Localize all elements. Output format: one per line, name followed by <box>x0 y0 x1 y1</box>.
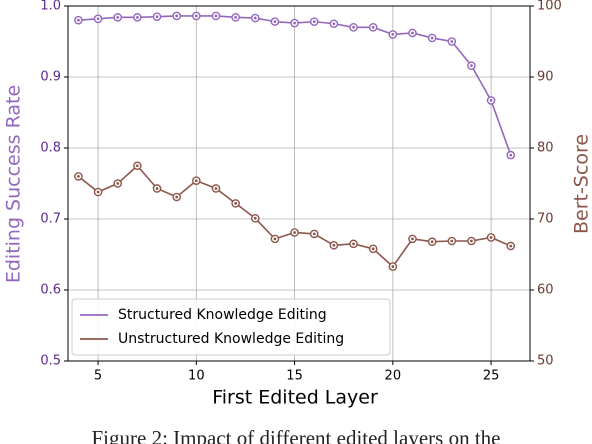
point-center <box>371 25 375 29</box>
point-center <box>332 22 336 26</box>
x-tick-label: 15 <box>286 369 303 384</box>
point-center <box>391 265 395 268</box>
point-center <box>509 153 513 157</box>
y2-tick-label: 60 <box>537 283 554 298</box>
y-tick-label: 0.8 <box>40 141 61 156</box>
point-center <box>77 175 80 178</box>
legend-box <box>71 298 391 356</box>
point-center <box>470 239 473 243</box>
point-center <box>155 15 159 19</box>
point-center <box>352 242 355 246</box>
point-center <box>135 164 139 168</box>
point-center <box>332 243 336 247</box>
y-tick-label: 0.9 <box>40 70 61 85</box>
point-center <box>273 20 277 24</box>
point-center <box>450 40 454 43</box>
y2-tick-label: 50 <box>537 354 554 369</box>
point-center <box>430 240 434 244</box>
point-center <box>214 14 218 18</box>
point-center <box>371 247 375 251</box>
point-center <box>411 31 414 35</box>
legend-label: Structured Knowledge Editing <box>118 307 327 323</box>
point-center <box>470 64 473 68</box>
point-center <box>312 20 316 24</box>
point-center <box>352 25 355 29</box>
y2-axis-label: Bert-Score <box>571 134 592 234</box>
point-center <box>391 33 395 36</box>
point-center <box>489 99 493 102</box>
caption: Figure 2: Impact of different edited lay… <box>92 426 501 444</box>
point-center <box>253 16 257 20</box>
point-center <box>293 21 296 25</box>
y-tick-label: 0.6 <box>40 283 61 298</box>
point-center <box>293 231 296 234</box>
point-center <box>77 18 80 22</box>
point-center <box>116 15 120 19</box>
point-center <box>430 36 434 40</box>
x-tick-label: 20 <box>385 369 402 384</box>
y2-tick-label: 100 <box>537 0 562 14</box>
x-tick-label: 5 <box>94 369 102 384</box>
point-center <box>96 190 100 194</box>
point-center <box>253 216 257 220</box>
point-center <box>214 187 218 190</box>
point-center <box>273 237 277 241</box>
y-tick-label: 0.7 <box>40 212 61 227</box>
point-center <box>450 239 454 243</box>
point-center <box>175 14 179 18</box>
point-center <box>411 237 414 241</box>
point-center <box>194 179 198 183</box>
y-tick-label: 0.5 <box>40 354 61 369</box>
point-center <box>509 244 513 248</box>
y2-tick-label: 70 <box>537 212 554 227</box>
point-center <box>489 236 493 239</box>
point-center <box>194 14 198 18</box>
legend-label: Unstructured Knowledge Editing <box>118 331 344 347</box>
x-tick-label: 10 <box>188 369 205 384</box>
y-axis-label: Editing Success Rate <box>3 85 25 283</box>
plot-frame <box>67 5 531 362</box>
x-axis-label: First Edited Layer <box>212 387 378 409</box>
point-center <box>96 17 100 21</box>
point-center <box>234 201 238 205</box>
point-center <box>312 232 316 236</box>
point-center <box>175 195 179 199</box>
y-tick-label: 1.0 <box>40 0 61 14</box>
point-center <box>234 15 238 19</box>
point-center <box>135 15 139 19</box>
x-tick-label: 25 <box>483 369 500 384</box>
point-center <box>116 182 120 185</box>
point-center <box>155 187 159 190</box>
y2-tick-label: 90 <box>537 70 554 85</box>
y2-tick-label: 80 <box>537 141 554 156</box>
